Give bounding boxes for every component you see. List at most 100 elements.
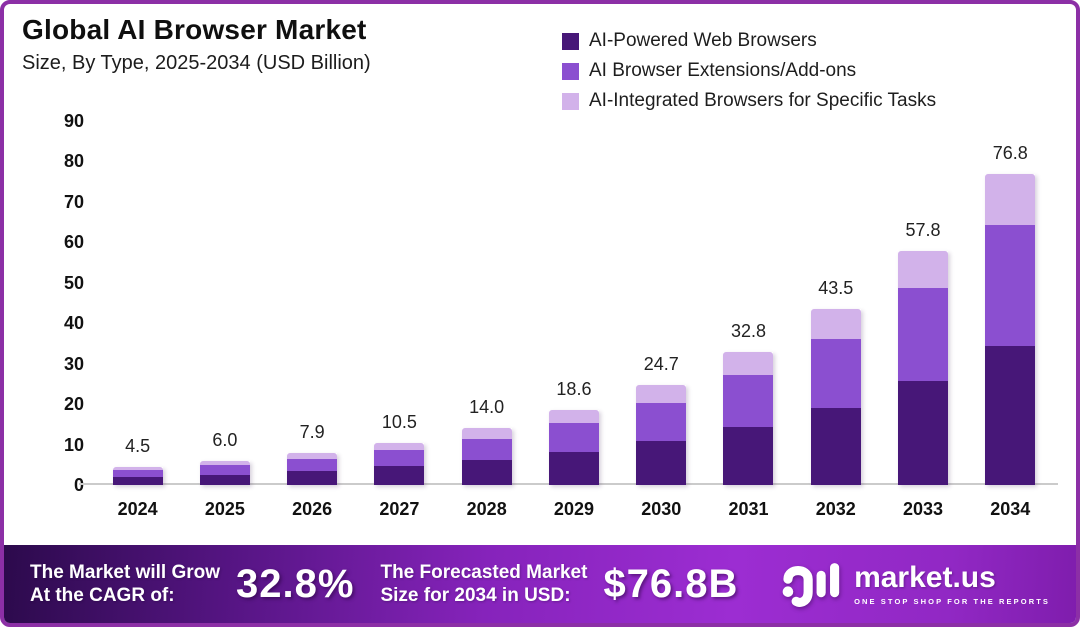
y-tick-label: 0 xyxy=(73,475,84,495)
bar-total-label: 10.5 xyxy=(381,411,417,432)
marketus-logo-textblock: market.us ONE STOP SHOP FOR THE REPORTS xyxy=(854,560,1050,606)
x-tick-label: 2032 xyxy=(815,499,856,519)
marketus-logo-text: market.us xyxy=(854,560,996,594)
stacked-bar-2034 xyxy=(985,174,1036,485)
cagr-label: The Market will Grow At the CAGR of: xyxy=(30,561,220,607)
bar-segment-2025-series-2 xyxy=(199,460,250,466)
bar-segment-2024-series-2 xyxy=(112,466,163,471)
chart-legend: AI-Powered Web Browsers AI Browser Extens… xyxy=(562,30,936,120)
y-tick-label: 70 xyxy=(63,191,84,212)
stacked-bar-2030 xyxy=(636,385,687,485)
x-tick-label: 2028 xyxy=(466,499,507,519)
bar-segment-2024-series-0 xyxy=(112,476,163,485)
bar-total-label: 7.9 xyxy=(299,422,325,443)
y-tick-label: 60 xyxy=(63,232,84,253)
forecast-value: $76.8B xyxy=(603,561,739,606)
stacked-bar-2027 xyxy=(374,442,425,485)
legend-item-0: AI-Powered Web Browsers xyxy=(562,30,936,52)
bar-total-label: 43.5 xyxy=(818,278,854,299)
bar-segment-2032-series-2 xyxy=(810,309,861,340)
bar-segment-2030-series-0 xyxy=(636,440,687,485)
bar-segment-2031-series-1 xyxy=(723,375,774,428)
y-tick-label: 80 xyxy=(63,151,84,172)
stacked-bar-2032 xyxy=(810,309,861,485)
stacked-bar-2033 xyxy=(898,251,949,485)
bar-total-label: 4.5 xyxy=(125,435,151,456)
bar-total-label: 18.6 xyxy=(556,378,592,399)
bar-total-label: 32.8 xyxy=(730,321,766,342)
bar-segment-2026-series-0 xyxy=(287,470,338,485)
bar-group-2025: 6.0 2025 xyxy=(181,121,268,519)
bar-segment-2029-series-1 xyxy=(548,423,599,453)
bar-total-label: 24.7 xyxy=(643,354,679,375)
bar-segment-2028-series-2 xyxy=(461,428,512,440)
bar-segment-2027-series-2 xyxy=(374,442,425,451)
legend-swatch xyxy=(562,92,579,110)
stacked-bar-2026 xyxy=(287,453,338,485)
bar-segment-2029-series-0 xyxy=(548,452,599,485)
bar-segment-2033-series-2 xyxy=(898,251,949,289)
bar-total-label: 76.8 xyxy=(992,143,1028,164)
bar-segment-2027-series-0 xyxy=(374,466,425,485)
legend-swatch xyxy=(562,32,579,50)
bar-segment-2034-series-0 xyxy=(985,345,1036,485)
bar-segment-2025-series-1 xyxy=(199,465,250,475)
bar-total-label: 14.0 xyxy=(469,397,505,418)
bar-group-2033: 57.8 2033 xyxy=(879,121,966,519)
stacked-bar-2031 xyxy=(723,352,774,485)
forecast-label: The Forecasted Market Size for 2034 in U… xyxy=(380,561,587,607)
bar-segment-2033-series-1 xyxy=(898,288,949,382)
bar-group-2024: 4.5 2024 xyxy=(94,121,181,519)
y-tick-label: 50 xyxy=(63,272,84,293)
x-tick-label: 2031 xyxy=(728,499,769,519)
bar-segment-2032-series-0 xyxy=(810,407,861,485)
footer-banner: The Market will Grow At the CAGR of: 32.… xyxy=(4,545,1076,623)
bar-segment-2027-series-1 xyxy=(374,450,425,467)
x-tick-label: 2025 xyxy=(204,499,245,519)
legend-swatch xyxy=(562,62,579,80)
bar-group-2032: 43.5 2032 xyxy=(792,121,879,519)
bar-segment-2028-series-0 xyxy=(461,460,512,485)
bar-group-2028: 14.0 2028 xyxy=(443,121,530,519)
x-tick-label: 2030 xyxy=(641,499,682,519)
bar-group-2031: 32.8 2031 xyxy=(705,121,792,519)
bar-segment-2030-series-1 xyxy=(636,402,687,441)
forecast-label-line1: The Forecasted Market xyxy=(380,561,588,583)
bar-segment-2031-series-2 xyxy=(723,352,774,375)
x-tick-label: 2027 xyxy=(379,499,420,519)
chart-subtitle: Size, By Type, 2025-2034 (USD Billion) xyxy=(22,52,371,74)
bar-segment-2025-series-0 xyxy=(199,474,250,485)
stacked-bar-2024 xyxy=(112,466,163,485)
stacked-bar-2025 xyxy=(199,460,250,485)
y-axis: 0 10 20 30 40 50 60 70 80 90 xyxy=(32,111,84,495)
forecast-label-line2: Size for 2034 in USD: xyxy=(380,585,571,606)
legend-item-2: AI-Integrated Browsers for Specific Task… xyxy=(562,90,936,112)
bar-segment-2032-series-1 xyxy=(810,339,861,408)
stacked-bar-2029 xyxy=(548,409,599,485)
y-tick-label: 10 xyxy=(63,434,84,455)
marketus-logo-tagline: ONE STOP SHOP FOR THE REPORTS xyxy=(854,596,1050,606)
bar-segment-2029-series-2 xyxy=(548,409,599,424)
bar-segment-2026-series-2 xyxy=(287,453,338,459)
legend-item-1: AI Browser Extensions/Add-ons xyxy=(562,60,936,82)
marketus-logo: market.us ONE STOP SHOP FOR THE REPORTS xyxy=(781,559,1050,609)
x-tick-label: 2029 xyxy=(553,499,594,519)
bar-segment-2031-series-0 xyxy=(723,427,774,485)
bar-segment-2034-series-2 xyxy=(985,174,1036,225)
y-tick-label: 90 xyxy=(63,111,84,131)
bar-group-2026: 7.9 2026 xyxy=(269,121,356,519)
page-title: Global AI Browser Market xyxy=(22,14,367,45)
bar-segment-2033-series-0 xyxy=(898,381,949,485)
stacked-bar-plot-area: 4.5 2024 6.0 2025 7.9 2026 10.5 2027 14.0 2028 18.… xyxy=(94,121,1054,519)
bar-segment-2026-series-1 xyxy=(287,458,338,471)
bar-segment-2030-series-2 xyxy=(636,385,687,403)
y-tick-label: 40 xyxy=(63,313,84,334)
bar-segment-2028-series-1 xyxy=(461,439,512,461)
legend-label: AI-Integrated Browsers for Specific Task… xyxy=(589,90,937,111)
stacked-bar-2028 xyxy=(461,428,512,485)
bar-group-2027: 10.5 2027 xyxy=(356,121,443,519)
y-tick-label: 30 xyxy=(63,353,84,374)
bar-group-2034: 76.8 2034 xyxy=(967,121,1054,519)
bar-total-label: 57.8 xyxy=(905,220,941,241)
